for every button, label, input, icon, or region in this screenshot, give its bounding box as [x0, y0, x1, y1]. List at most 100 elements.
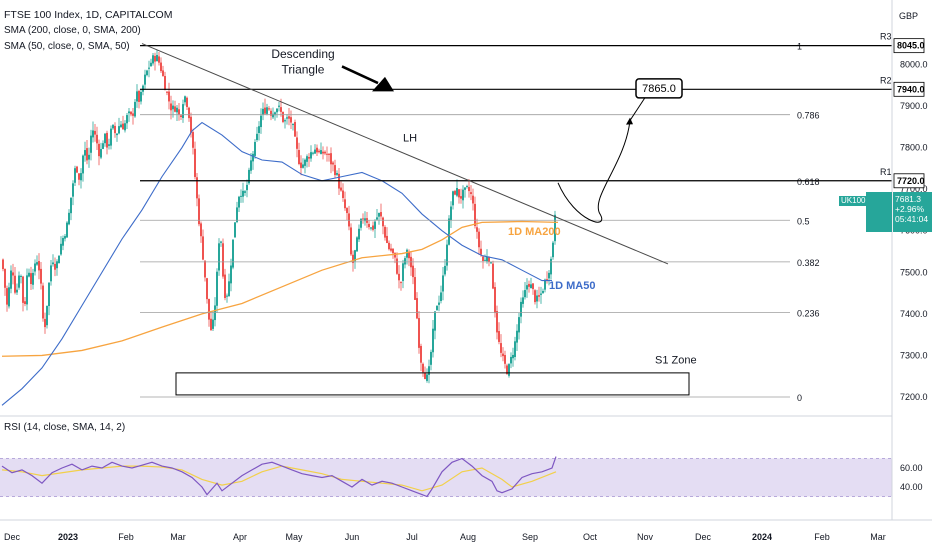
resistance-price-label: 7720.0 — [897, 176, 925, 186]
candle-body — [140, 91, 142, 102]
candle-body — [206, 278, 208, 300]
candle-body — [68, 212, 70, 225]
candle-body — [298, 150, 300, 165]
time-tick-label: May — [285, 532, 303, 542]
candle-body — [434, 311, 436, 331]
candle-body — [64, 236, 66, 239]
sma200-legend[interactable]: SMA (200, close, 0, SMA, 200) — [4, 25, 141, 36]
candle-body — [62, 238, 64, 246]
candle-body — [54, 263, 56, 270]
candle-body — [390, 248, 392, 251]
candle-body — [204, 260, 206, 278]
candle-body — [396, 258, 398, 274]
candle-body — [508, 364, 510, 376]
candle-body — [202, 236, 204, 260]
candle-body — [504, 355, 506, 364]
candle-body — [8, 287, 10, 307]
candle-body — [164, 76, 166, 91]
candle-body — [174, 106, 176, 112]
candle-body — [284, 120, 286, 122]
candle-body — [524, 290, 526, 298]
candle-body — [350, 227, 352, 255]
candle-body — [48, 282, 50, 307]
candle-body — [72, 183, 74, 197]
candle-body — [218, 243, 220, 271]
candle-body — [32, 272, 34, 285]
candle-body — [552, 242, 554, 258]
time-tick-label: Feb — [814, 532, 830, 542]
candle-body — [304, 159, 306, 166]
candle-body — [330, 153, 332, 165]
candle-body — [92, 130, 94, 138]
rsi-tick-label: 60.00 — [900, 463, 923, 473]
candle-body — [150, 62, 152, 67]
candle-body — [192, 132, 194, 148]
candle-body — [242, 190, 244, 197]
candle-body — [454, 190, 456, 195]
candle-body — [182, 104, 184, 119]
candle-body — [426, 374, 428, 381]
rsi-tick-label: 40.00 — [900, 482, 923, 492]
resistance-price-label: 7940.0 — [897, 84, 925, 94]
candle-body — [546, 279, 548, 281]
candle-body — [326, 153, 328, 155]
candle-body — [362, 218, 364, 220]
candle-body — [12, 272, 14, 276]
candle-body — [290, 117, 292, 123]
candle-body — [486, 256, 488, 262]
candle-body — [172, 105, 174, 110]
candle-body — [418, 318, 420, 348]
candle-body — [4, 269, 6, 288]
candle-body — [408, 251, 410, 259]
candle-body — [324, 151, 326, 154]
candle-body — [280, 107, 282, 112]
candle-body — [220, 241, 222, 243]
ma200-line — [1, 220, 559, 357]
candle-body — [184, 96, 186, 103]
candle-body — [36, 262, 38, 265]
candle-body — [370, 227, 372, 229]
candle-body — [146, 70, 148, 76]
candle-body — [430, 351, 432, 365]
candle-body — [166, 91, 168, 93]
candle-body — [372, 225, 374, 230]
candle-body — [510, 356, 512, 364]
candle-body — [346, 208, 348, 214]
candle-body — [108, 144, 110, 146]
candle-body — [288, 116, 290, 119]
candle-body — [522, 297, 524, 304]
candle-body — [148, 67, 150, 69]
time-tick-label: 2024 — [752, 532, 772, 542]
price-tick-label: 7900.0 — [900, 101, 928, 111]
sma50-legend[interactable]: SMA (50, close, 0, SMA, 50) — [4, 41, 130, 52]
candle-body — [308, 157, 310, 159]
candle-body — [316, 147, 318, 153]
candle-body — [14, 275, 16, 293]
rsi-legend[interactable]: RSI (14, close, SMA, 14, 2) — [4, 422, 126, 433]
candle-body — [460, 196, 462, 199]
candle-body — [394, 252, 396, 258]
candle-body — [442, 275, 444, 292]
candle-body — [142, 85, 144, 92]
price-tick-label: 7200.0 — [900, 392, 928, 402]
candle-body — [244, 191, 246, 193]
candle-body — [80, 173, 82, 181]
candle-body — [58, 255, 60, 264]
candle-body — [380, 212, 382, 217]
candle-body — [548, 272, 550, 279]
price-tick-label: 7500.0 — [900, 267, 928, 277]
candle-body — [46, 305, 48, 326]
candle-body — [542, 290, 544, 293]
candle-body — [22, 276, 24, 303]
candle-body — [274, 112, 276, 116]
candle-body — [458, 189, 460, 198]
candle-body — [550, 258, 552, 275]
candle-body — [286, 117, 288, 119]
candle-body — [270, 110, 272, 116]
candle-body — [404, 258, 406, 265]
price-tick-label: 8000.0 — [900, 59, 928, 69]
fib-label-0.618: 0.618 — [797, 177, 820, 187]
fib-label-0.786: 0.786 — [797, 111, 820, 121]
